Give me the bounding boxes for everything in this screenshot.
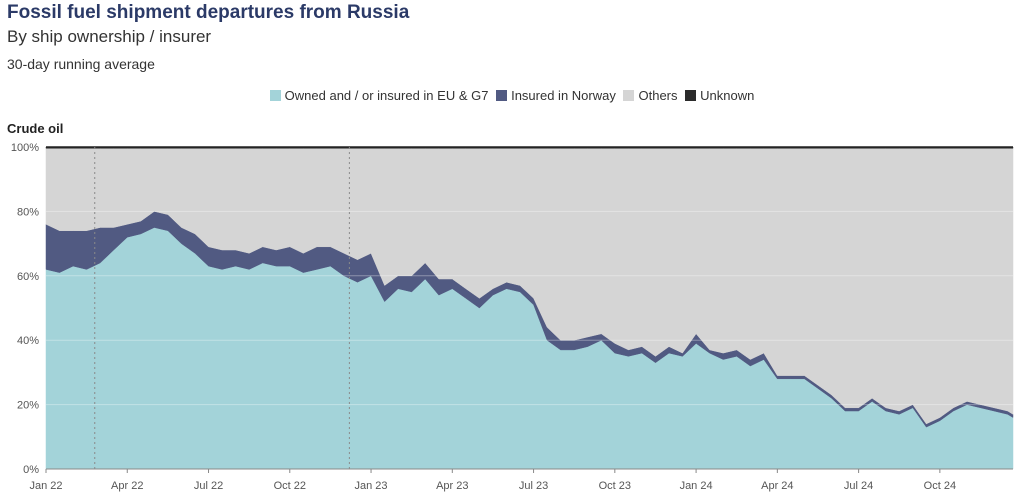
y-tick-label: 20% <box>17 400 39 412</box>
x-tick-label: Jan 24 <box>680 480 713 492</box>
legend-item-eu-g7[interactable]: Owned and / or insured in EU & G7 <box>269 88 489 103</box>
y-tick-label: 60% <box>17 271 39 283</box>
chart-title: Fossil fuel shipment departures from Rus… <box>7 2 410 23</box>
x-tick-label: Oct 24 <box>924 480 956 492</box>
legend-item-norway[interactable]: Insured in Norway <box>496 88 616 103</box>
legend-label-others: Others <box>638 88 678 103</box>
x-tick-label: Oct 22 <box>274 480 306 492</box>
legend-item-others[interactable]: Others <box>623 88 678 103</box>
x-tick-label: Jul 22 <box>194 480 223 492</box>
x-tick-label: Jan 22 <box>29 480 62 492</box>
legend: Owned and / or insured in EU & G7 Insure… <box>0 88 1024 103</box>
x-tick-label: Apr 24 <box>761 480 793 492</box>
legend-item-unknown[interactable]: Unknown <box>685 88 754 103</box>
x-tick-label: Oct 23 <box>599 480 631 492</box>
chart-note: 30-day running average <box>7 56 155 72</box>
legend-swatch-others <box>623 90 635 101</box>
x-tick-label: Apr 23 <box>436 480 468 492</box>
x-tick-label: Apr 22 <box>111 480 143 492</box>
legend-swatch-eu-g7 <box>269 90 281 101</box>
y-tick-label: 40% <box>17 335 39 347</box>
x-tick-label: Jan 23 <box>355 480 388 492</box>
legend-swatch-unknown <box>685 90 697 101</box>
legend-label-norway: Insured in Norway <box>511 88 616 103</box>
legend-label-unknown: Unknown <box>700 88 755 103</box>
legend-swatch-norway <box>496 90 508 101</box>
legend-label-eu-g7: Owned and / or insured in EU & G7 <box>284 88 489 103</box>
y-tick-label: 80% <box>17 206 39 218</box>
y-tick-label: 100% <box>11 142 39 154</box>
x-tick-label: Jul 24 <box>844 480 873 492</box>
x-tick-label: Jul 23 <box>519 480 548 492</box>
y-tick-label: 0% <box>23 464 39 476</box>
panel-title: Crude oil <box>7 121 64 136</box>
chart-subtitle: By ship ownership / insurer <box>7 27 212 46</box>
